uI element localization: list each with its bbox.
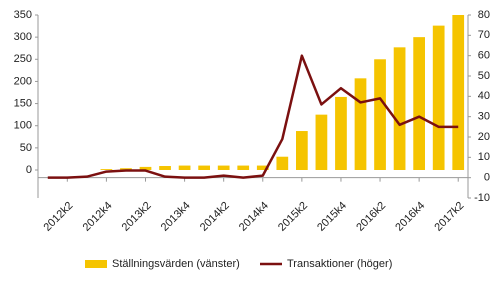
legend-label: Transaktioner (höger) (287, 258, 392, 270)
y-tick-label: 100 (14, 120, 32, 132)
x-tick-label: 2016k2 (354, 200, 388, 234)
bar (296, 131, 308, 170)
bar (452, 15, 465, 170)
x-tick-label: 2014k2 (198, 200, 232, 234)
legend-label: Ställningsvärden (vänster) (112, 258, 240, 270)
x-tick-label: 2012k2 (41, 200, 75, 234)
y-tick-label: 150 (14, 97, 32, 109)
y-tick-label: 250 (14, 53, 32, 65)
y-tick-label: 0 (26, 164, 32, 176)
y2-tick-label: 20 (478, 131, 490, 143)
bar (159, 166, 171, 170)
bar (139, 166, 152, 170)
bar (432, 25, 445, 170)
y2-tick-label: 50 (478, 70, 490, 82)
y2-tick-label: 0 (484, 172, 490, 184)
x-tick-label: 2013k2 (120, 200, 154, 234)
x-tick-label: 2013k4 (159, 200, 193, 234)
x-tick-label: 2017k2 (432, 200, 466, 234)
bar (276, 156, 289, 170)
y2-tick-label: 60 (478, 50, 490, 62)
legend-swatch (85, 260, 107, 268)
bar (335, 96, 347, 170)
x-tick-label: 2015k2 (276, 200, 310, 234)
bar (256, 165, 269, 170)
bar (237, 165, 250, 170)
y2-tick-label: 70 (478, 29, 490, 41)
bar (120, 168, 132, 170)
y2-tick-label: 80 (478, 9, 490, 21)
bar (217, 165, 230, 170)
bar (198, 165, 210, 170)
line (47, 54, 459, 179)
y-tick-label: 50 (20, 142, 32, 154)
y-tick-label: 300 (14, 31, 32, 43)
bar (413, 37, 425, 171)
bar (374, 59, 386, 170)
x-tick-label: 2016k4 (393, 200, 427, 234)
bar (354, 78, 367, 170)
y2-tick-label: -10 (474, 192, 490, 204)
y-tick-label: 350 (14, 9, 32, 21)
bar (315, 114, 328, 170)
x-tick-label: 2015k4 (315, 200, 349, 234)
y2-tick-label: 30 (478, 111, 490, 123)
y2-tick-label: 10 (478, 151, 490, 163)
bar (393, 47, 406, 171)
y-tick-label: 200 (14, 75, 32, 87)
y2-tick-label: 40 (478, 90, 490, 102)
bar (178, 165, 191, 170)
x-tick-label: 2012k4 (81, 200, 115, 234)
x-tick-label: 2014k4 (237, 200, 271, 234)
bar (100, 169, 113, 170)
